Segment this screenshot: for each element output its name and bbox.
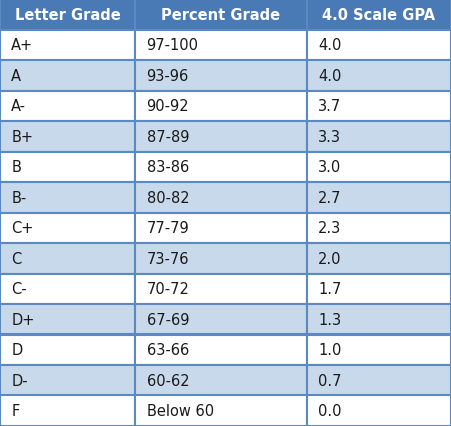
Bar [307,335,451,365]
Bar [135,61,307,91]
Text: 90-92: 90-92 [147,99,189,114]
Text: A+: A+ [11,38,33,53]
Bar [0,274,135,304]
Bar [0,152,135,183]
Text: 3.7: 3.7 [318,99,341,114]
Text: A: A [11,69,21,83]
Text: 2.3: 2.3 [318,221,341,236]
Text: 97-100: 97-100 [147,38,198,53]
Bar [0,335,135,365]
Text: 0.7: 0.7 [318,373,341,388]
Text: 63-66: 63-66 [147,343,189,357]
Bar [135,183,307,213]
Bar [135,152,307,183]
Bar [135,213,307,243]
Bar [0,243,135,274]
Text: 1.7: 1.7 [318,282,341,296]
Text: 67-69: 67-69 [147,312,189,327]
Bar [307,365,451,396]
Text: C: C [11,251,22,266]
Text: 2.0: 2.0 [318,251,341,266]
Text: B+: B+ [11,130,33,144]
Bar [135,335,307,365]
Bar [135,30,307,61]
Bar [135,243,307,274]
Text: C+: C+ [11,221,34,236]
Bar [307,304,451,335]
Text: 3.0: 3.0 [318,160,341,175]
Text: D: D [11,343,23,357]
Bar [307,0,451,30]
Text: 0.0: 0.0 [318,403,341,418]
Text: B: B [11,160,21,175]
Bar [135,274,307,304]
Text: 83-86: 83-86 [147,160,189,175]
Text: 2.7: 2.7 [318,190,341,205]
Bar [0,91,135,122]
Bar [0,396,135,426]
Bar [135,91,307,122]
Bar [307,91,451,122]
Text: C-: C- [11,282,27,296]
Text: 3.3: 3.3 [318,130,341,144]
Bar [0,304,135,335]
Text: 4.0: 4.0 [318,38,341,53]
Text: 4.0 Scale GPA: 4.0 Scale GPA [322,8,435,23]
Text: 80-82: 80-82 [147,190,189,205]
Text: D+: D+ [11,312,35,327]
Bar [307,396,451,426]
Bar [0,0,135,30]
Text: 70-72: 70-72 [147,282,189,296]
Text: 73-76: 73-76 [147,251,189,266]
Bar [135,122,307,152]
Text: Below 60: Below 60 [147,403,214,418]
Text: Letter Grade: Letter Grade [15,8,120,23]
Bar [135,396,307,426]
Bar [0,365,135,396]
Bar [0,122,135,152]
Bar [0,61,135,91]
Text: 77-79: 77-79 [147,221,189,236]
Bar [135,304,307,335]
Bar [0,213,135,243]
Bar [0,183,135,213]
Text: Percent Grade: Percent Grade [161,8,281,23]
Text: 60-62: 60-62 [147,373,189,388]
Bar [307,213,451,243]
Text: D-: D- [11,373,28,388]
Text: 93-96: 93-96 [147,69,189,83]
Bar [0,30,135,61]
Bar [307,122,451,152]
Bar [307,152,451,183]
Bar [307,183,451,213]
Text: B-: B- [11,190,27,205]
Bar [307,274,451,304]
Text: F: F [11,403,19,418]
Bar [135,365,307,396]
Text: A-: A- [11,99,26,114]
Bar [307,61,451,91]
Text: 87-89: 87-89 [147,130,189,144]
Text: 1.0: 1.0 [318,343,341,357]
Bar [307,30,451,61]
Text: 1.3: 1.3 [318,312,341,327]
Bar [135,0,307,30]
Text: 4.0: 4.0 [318,69,341,83]
Bar [307,243,451,274]
